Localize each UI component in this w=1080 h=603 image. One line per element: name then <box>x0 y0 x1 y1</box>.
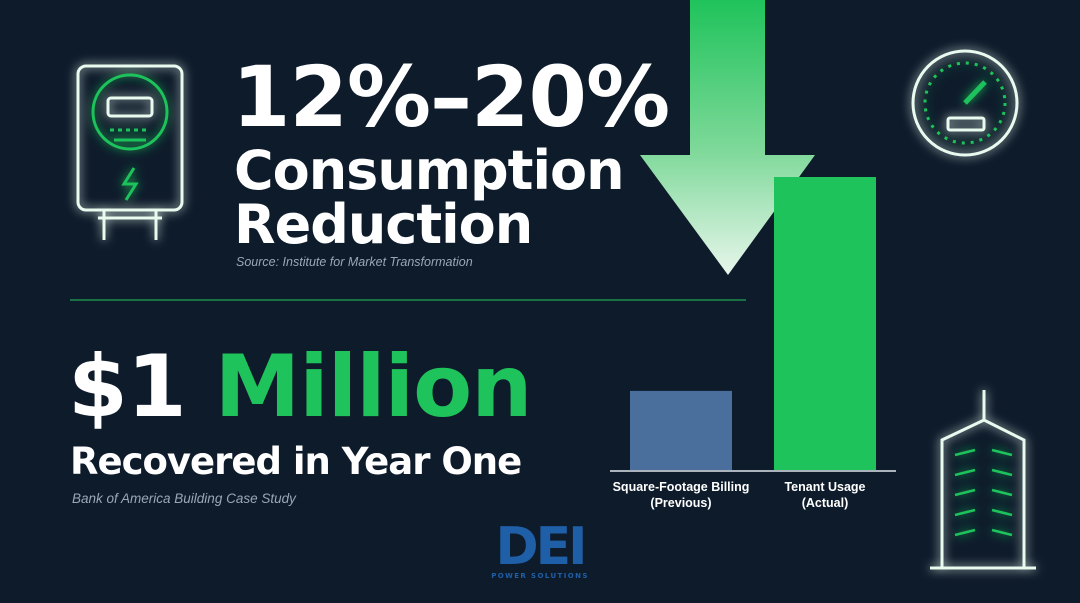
savings-amount: $1 Million <box>68 337 533 437</box>
headline-line: Reduction <box>234 193 533 256</box>
gauge-icon <box>911 49 1019 157</box>
savings-source: Bank of America Building Case Study <box>72 491 296 506</box>
logo-tagline: POWER SOLUTIONS <box>491 572 589 580</box>
amount: $1 <box>68 337 187 437</box>
meter-icon <box>76 64 184 240</box>
headline-range: 12%–20% <box>232 48 670 146</box>
amount-highlight: Million <box>214 337 533 437</box>
logo-mark: DEI <box>495 517 587 577</box>
bar <box>630 390 732 470</box>
logo: DEI POWER SOLUTIONS <box>484 517 596 580</box>
category-label: Square-Footage Billing (Previous) <box>612 480 750 510</box>
headline-line: Consumption <box>234 139 625 202</box>
down-arrow <box>640 0 815 275</box>
headline-source: Source: Institute for Market Transformat… <box>236 255 473 269</box>
bar <box>774 177 876 470</box>
building-icon <box>930 390 1036 570</box>
savings-subtitle: Recovered in Year One <box>70 440 522 483</box>
category-label: Tenant Usage (Actual) <box>784 480 866 510</box>
